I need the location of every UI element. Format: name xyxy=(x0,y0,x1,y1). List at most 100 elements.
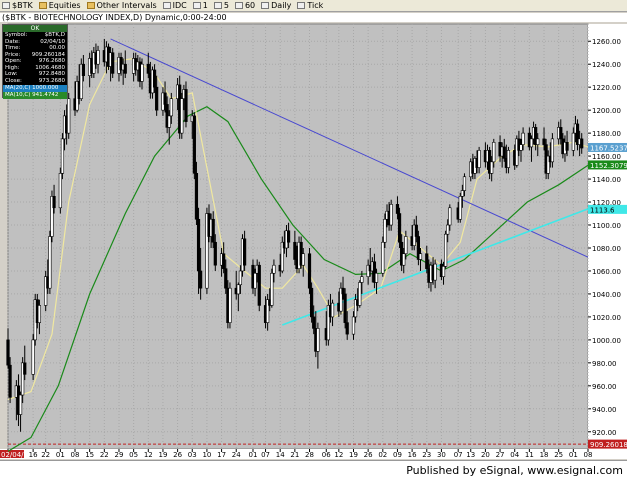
x-tick-label: 02/04/10 xyxy=(1,451,32,459)
toolbar-item-equities[interactable]: Equities xyxy=(38,1,81,10)
info-row: Open: 976.2680 xyxy=(3,58,67,65)
candle-up xyxy=(433,263,437,281)
candle-down xyxy=(307,253,312,289)
chart-icon xyxy=(213,2,222,9)
x-tick-label: 01 xyxy=(249,451,258,459)
x-tick-label: 03 xyxy=(188,451,197,459)
candle-down xyxy=(8,364,12,398)
chart-icon xyxy=(2,2,10,9)
toolbar-item-tick[interactable]: Tick xyxy=(297,1,323,10)
candle-up xyxy=(358,282,362,306)
candle-up xyxy=(18,394,23,415)
candle-up xyxy=(140,63,144,82)
info-row: Date: 02/04/10 xyxy=(3,39,67,46)
toolbar-item-label: 60 xyxy=(244,1,256,10)
x-tick-label: 22 xyxy=(100,451,109,459)
toolbar-item-5[interactable]: 5 xyxy=(213,1,229,10)
info-key: High: xyxy=(5,64,20,71)
candle-up xyxy=(180,98,184,134)
candle-down xyxy=(341,287,345,295)
toolbar-item-1[interactable]: 1 xyxy=(192,1,208,10)
candle-up xyxy=(96,50,100,65)
info-row: Symbol: $BTK,D xyxy=(3,32,67,39)
x-tick-label: 26 xyxy=(364,451,373,459)
candle-down xyxy=(286,230,291,243)
candle-up xyxy=(238,270,243,286)
y-tick-label: 1260.00 xyxy=(592,38,621,46)
x-tick-label: 07 xyxy=(261,451,270,459)
y-tick-label: 960.00 xyxy=(592,383,617,391)
cursor-info-window[interactable]: OK Symbol: $BTK,D Date: 02/04/10 Time: 00.00 P… xyxy=(2,24,68,99)
time-axis-panel xyxy=(0,449,627,459)
candle-down xyxy=(312,316,316,329)
candle-down xyxy=(345,322,349,335)
x-tick-label: 14 xyxy=(276,451,285,459)
toolbar-item--btk[interactable]: $BTK xyxy=(2,1,33,10)
x-tick-label: 02 xyxy=(378,451,387,459)
ma-long-line xyxy=(7,106,589,452)
info-value: 972.8480 xyxy=(38,71,65,77)
info-row: Low: 972.8480 xyxy=(3,71,67,78)
candle-down xyxy=(397,213,402,243)
x-tick-label: 13 xyxy=(466,451,475,459)
candle-down xyxy=(534,127,538,145)
candle-down xyxy=(414,224,418,237)
price-flag-label: 1113.6 xyxy=(590,206,615,214)
candle-up xyxy=(272,264,276,274)
x-tick-label: 08 xyxy=(584,451,593,459)
candle-down xyxy=(559,127,563,140)
x-tick-label: 19 xyxy=(158,451,167,459)
x-tick-label: 04 xyxy=(510,451,519,459)
x-tick-label: 29 xyxy=(115,451,124,459)
candle-down xyxy=(23,362,27,375)
info-row: Time: 00.00 xyxy=(3,45,67,52)
price-flag xyxy=(588,204,627,214)
toolbar: $BTK Equities Other Intervals IDC 1 5 60 Daily T… xyxy=(0,0,627,12)
info-key: Time: xyxy=(5,45,21,51)
toolbar-item-60[interactable]: 60 xyxy=(234,1,256,10)
candle-up xyxy=(460,190,464,197)
candle-up xyxy=(326,305,330,341)
publisher-credit: Published by eSignal, www.esignal.com xyxy=(406,464,623,477)
toolbar-item-other-intervals[interactable]: Other Intervals xyxy=(86,1,157,10)
toolbar-item-daily[interactable]: Daily xyxy=(261,1,291,10)
toolbar-item-label: 1 xyxy=(202,1,208,10)
y-tick-label: 1060.00 xyxy=(592,268,621,276)
candle-up xyxy=(270,272,274,306)
y-tick-label: 1220.00 xyxy=(592,84,621,92)
candle-up xyxy=(458,195,462,220)
chart-icon xyxy=(162,2,171,9)
y-tick-label: 940.00 xyxy=(592,406,617,414)
x-tick-label: 16 xyxy=(408,451,417,459)
y-tick-label: 1180.00 xyxy=(592,130,621,138)
toolbar-item-label: Tick xyxy=(307,1,324,10)
candle-up xyxy=(462,176,467,191)
candle-down xyxy=(293,241,297,260)
x-tick-label: 05 xyxy=(129,451,138,459)
toolbar-item-idc[interactable]: IDC xyxy=(162,1,187,10)
candle-down xyxy=(213,241,217,266)
candle-up xyxy=(353,299,358,318)
y-tick-label: 1000.00 xyxy=(592,337,621,345)
x-tick-label: 23 xyxy=(422,451,431,459)
y-tick-label: 1020.00 xyxy=(592,314,621,322)
toolbar-item-label: Other Intervals xyxy=(96,1,157,10)
candle-down xyxy=(81,63,85,76)
candle-up xyxy=(521,132,525,145)
info-row: Price: 909.260184 xyxy=(3,52,67,59)
candle-down xyxy=(184,89,188,122)
price-flag xyxy=(588,142,627,152)
chart-icon xyxy=(297,2,306,9)
candle-up xyxy=(351,316,356,335)
x-tick-label: 17 xyxy=(217,451,226,459)
candle-down xyxy=(542,138,546,145)
candle-up xyxy=(205,213,209,289)
candle-up xyxy=(529,138,534,148)
toolbar-item-label: Daily xyxy=(271,1,292,10)
chart-icon xyxy=(234,2,243,9)
x-tick-label: 12 xyxy=(144,451,153,459)
x-tick-label: 09 xyxy=(393,451,402,459)
price-chart[interactable]: 920.00940.00960.00980.001000.001020.0010… xyxy=(0,22,627,460)
x-tick-label: 24 xyxy=(232,451,241,459)
candle-up xyxy=(31,339,35,375)
